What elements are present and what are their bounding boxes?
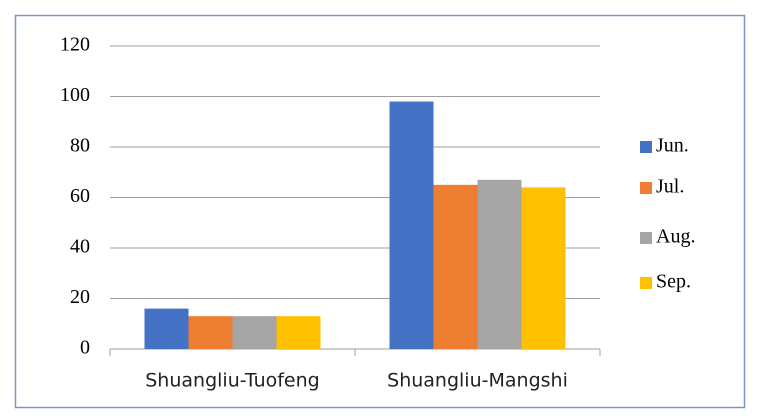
legend-label: Jun. [656, 135, 689, 157]
y-tick-label: 20 [70, 286, 90, 308]
y-tick-label: 60 [70, 185, 90, 207]
bar [144, 308, 189, 349]
legend-swatch [640, 232, 652, 244]
legend-swatch [640, 141, 652, 153]
bar [276, 316, 321, 349]
x-tick-label: Shuangliu-Mangshi [387, 370, 568, 392]
chart-frame [14, 14, 746, 409]
bar [188, 316, 233, 349]
bar [232, 316, 277, 349]
bar [389, 101, 434, 349]
y-tick-label: 100 [60, 84, 90, 106]
y-tick-label: 0 [80, 337, 90, 359]
bar [521, 187, 566, 349]
y-tick-label: 80 [70, 135, 90, 157]
y-tick-label: 120 [60, 34, 90, 56]
bar [477, 179, 522, 349]
legend-label: Aug. [656, 226, 695, 248]
legend-swatch [640, 182, 652, 194]
bar [433, 184, 478, 349]
legend-label: Jul. [656, 176, 684, 198]
legend-swatch [640, 277, 652, 289]
legend-label: Sep. [656, 271, 691, 293]
y-tick-label: 40 [70, 236, 90, 258]
x-tick-label: Shuangliu-Tuofeng [145, 370, 319, 392]
